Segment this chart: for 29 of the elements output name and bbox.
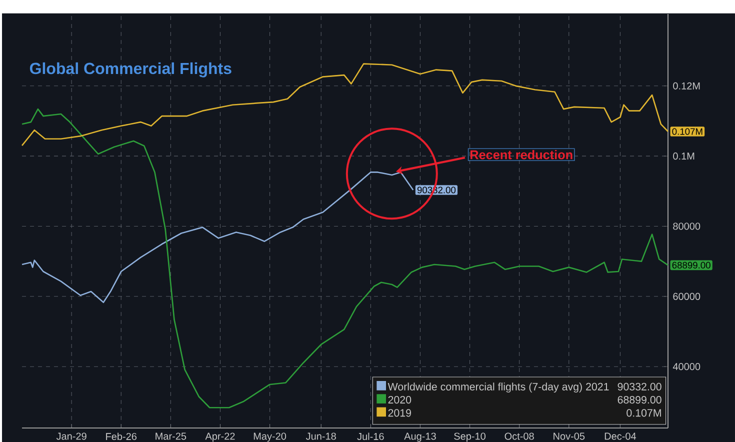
x-tick-label: Nov-05 bbox=[554, 432, 585, 440]
annotation: Recent reduction bbox=[470, 150, 572, 160]
data-label: 68899.00 bbox=[672, 262, 710, 268]
line-series bbox=[21, 108, 669, 408]
x-tick-label: Mar-25 bbox=[156, 432, 186, 440]
x-tick-label: Feb-26 bbox=[106, 432, 137, 440]
x-tick-label: Jan-29 bbox=[56, 432, 86, 440]
legend-label: Worldwide commercial flights (7-day avg) 2021 bbox=[388, 382, 609, 393]
y-tick-label: 40000 bbox=[672, 363, 700, 370]
x-tick-label: Jul-16 bbox=[357, 432, 384, 440]
legend-label: 2020 bbox=[388, 396, 412, 404]
y-tick-label: 60000 bbox=[673, 292, 700, 300]
text: 90332.00 bbox=[618, 382, 662, 390]
data-label: 0.107M bbox=[672, 128, 702, 135]
x-tick-label: Aug-13 bbox=[404, 432, 436, 442]
x-tick-label: Dec-04 bbox=[604, 432, 636, 440]
x-tick-label: May-20 bbox=[254, 432, 286, 442]
text: 68899.00 bbox=[618, 396, 662, 404]
x-tick-label: Oct-08 bbox=[504, 432, 534, 440]
legend-label: 2019 bbox=[388, 409, 411, 417]
y-tick-label: 80000 bbox=[673, 222, 700, 230]
line-series bbox=[21, 63, 669, 146]
x-tick-label: Sep-10 bbox=[454, 432, 486, 442]
x-tick-label: Jun-18 bbox=[306, 432, 336, 440]
x-tick-label: Apr-22 bbox=[205, 432, 235, 442]
text: 0.107M bbox=[626, 409, 661, 417]
y-tick-label: 0.1M bbox=[673, 152, 694, 160]
y-tick-label: 0.12M bbox=[673, 82, 700, 90]
text: Global Commercial Flights bbox=[30, 62, 232, 78]
